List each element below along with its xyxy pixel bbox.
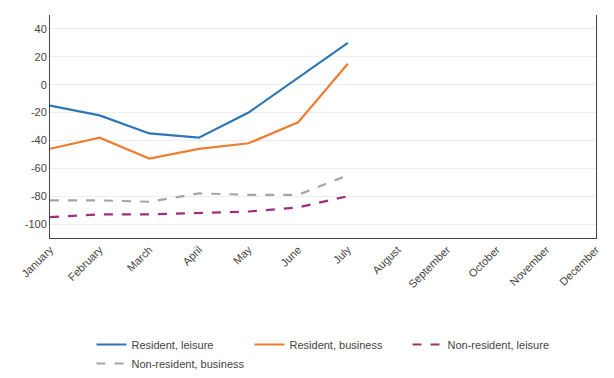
svg-text:April: April [180, 244, 204, 268]
svg-text:Resident, business: Resident, business [290, 339, 383, 351]
svg-text:February: February [65, 243, 105, 283]
svg-text:August: August [370, 244, 403, 277]
svg-text:-60: -60 [31, 162, 47, 174]
svg-text:Non-resident, leisure: Non-resident, leisure [448, 339, 550, 351]
svg-text:-40: -40 [31, 134, 47, 146]
svg-text:November: November [507, 243, 552, 288]
svg-text:December: December [557, 243, 602, 288]
svg-text:-80: -80 [31, 190, 47, 202]
svg-text:July: July [331, 243, 354, 266]
svg-text:Non-resident, business: Non-resident, business [132, 358, 245, 370]
svg-text:October: October [466, 243, 502, 279]
svg-text:Resident, leisure: Resident, leisure [132, 339, 214, 351]
svg-text:-20: -20 [31, 106, 47, 118]
svg-text:40: 40 [35, 23, 47, 35]
svg-text:September: September [406, 243, 453, 290]
svg-text:March: March [124, 244, 154, 274]
svg-text:June: June [278, 244, 303, 269]
svg-text:May: May [231, 243, 255, 267]
svg-text:January: January [19, 243, 56, 280]
svg-text:0: 0 [41, 79, 47, 91]
svg-text:20: 20 [35, 51, 47, 63]
svg-text:-100: -100 [25, 218, 47, 230]
